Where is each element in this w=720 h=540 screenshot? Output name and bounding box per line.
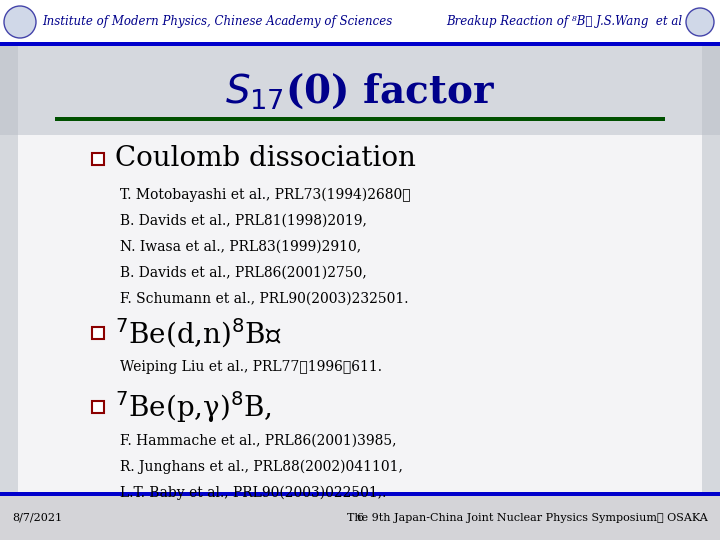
- Bar: [92, 401, 104, 413]
- Bar: [0, 45, 720, 135]
- Text: B. Davids et al., PRL81(1998)2019,: B. Davids et al., PRL81(1998)2019,: [120, 214, 367, 228]
- Text: L.T. Baby et al., PRL90(2003)022501,.: L.T. Baby et al., PRL90(2003)022501,.: [120, 486, 387, 500]
- Text: N. Iwasa et al., PRL83(1999)2910,: N. Iwasa et al., PRL83(1999)2910,: [120, 240, 361, 254]
- Text: Coulomb dissociation: Coulomb dissociation: [115, 145, 416, 172]
- Bar: [0, 42, 720, 46]
- Text: $^{7}$Be(p,γ)$^{8}$B,: $^{7}$Be(p,γ)$^{8}$B,: [115, 389, 272, 425]
- Bar: [0, 495, 720, 540]
- Circle shape: [686, 8, 714, 36]
- Text: F. Schumann et al., PRL90(2003)232501.: F. Schumann et al., PRL90(2003)232501.: [120, 292, 408, 306]
- Bar: [92, 327, 104, 339]
- Text: Institute of Modern Physics, Chinese Academy of Sciences: Institute of Modern Physics, Chinese Aca…: [42, 16, 392, 29]
- Bar: [0, 0, 720, 45]
- Text: $S_{17}$(0) factor: $S_{17}$(0) factor: [225, 71, 495, 111]
- Text: 8/7/2021: 8/7/2021: [12, 513, 62, 523]
- Text: T. Motobayashi et al., PRL73(1994)2680．: T. Motobayashi et al., PRL73(1994)2680．: [120, 188, 410, 202]
- Text: B. Davids et al., PRL86(2001)2750,: B. Davids et al., PRL86(2001)2750,: [120, 266, 366, 280]
- Bar: [0, 45, 18, 495]
- Text: Weiping Liu et al., PRL77（1996）611.: Weiping Liu et al., PRL77（1996）611.: [120, 360, 382, 374]
- Text: F. Hammache et al., PRL86(2001)3985,: F. Hammache et al., PRL86(2001)3985,: [120, 434, 397, 448]
- Circle shape: [4, 6, 36, 38]
- Bar: [55, 117, 665, 121]
- Text: Breakup Reaction of ⁸B， J.S.Wang  et al: Breakup Reaction of ⁸B， J.S.Wang et al: [446, 16, 682, 29]
- Text: The 9th Japan-China Joint Nuclear Physics Symposium， OSAKA: The 9th Japan-China Joint Nuclear Physic…: [347, 513, 708, 523]
- Bar: [0, 45, 720, 495]
- Text: $^{7}$Be(d,n)$^{8}$B，: $^{7}$Be(d,n)$^{8}$B，: [115, 316, 282, 350]
- Bar: [92, 153, 104, 165]
- Text: R. Junghans et al., PRL88(2002)041101,: R. Junghans et al., PRL88(2002)041101,: [120, 460, 403, 474]
- Bar: [0, 492, 720, 496]
- Bar: [702, 45, 720, 495]
- Text: 6: 6: [356, 513, 364, 523]
